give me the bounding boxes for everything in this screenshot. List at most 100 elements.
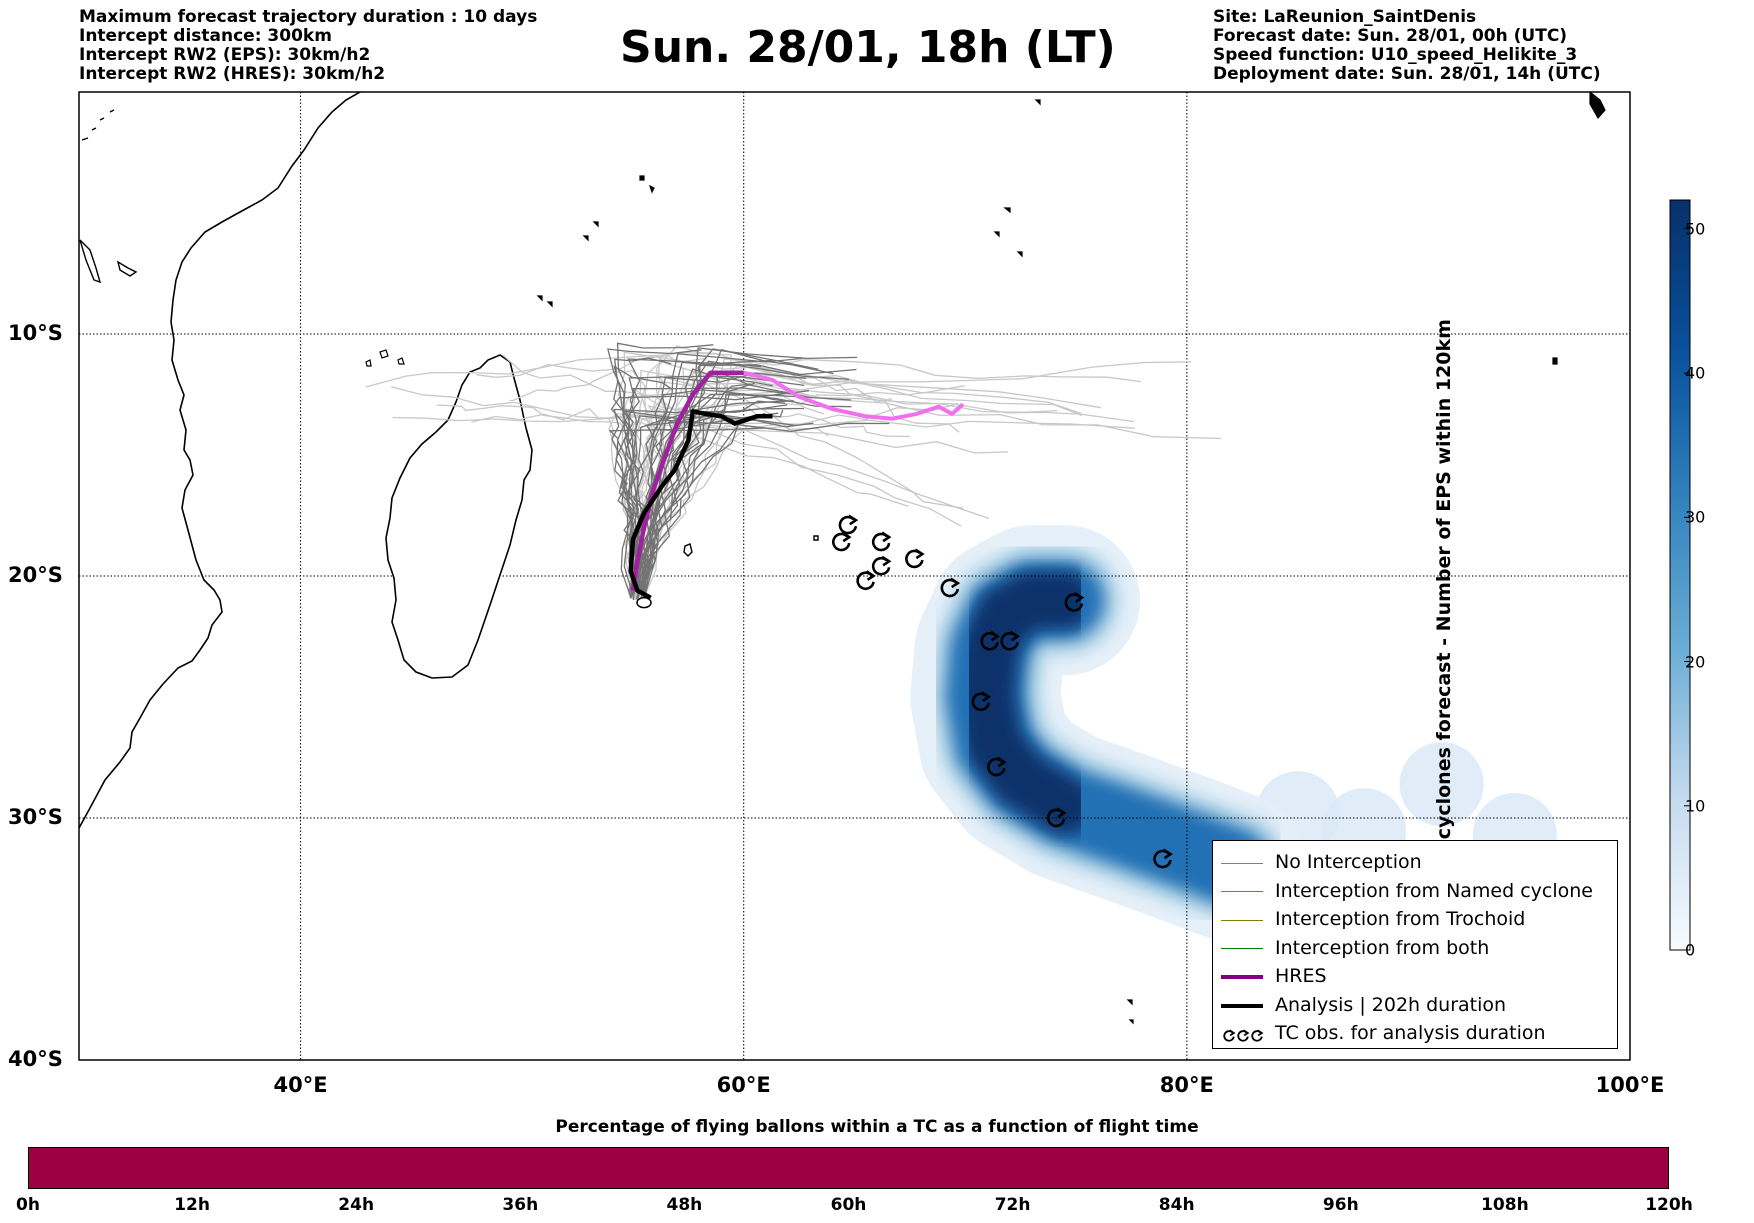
tc-obs-hook <box>841 531 852 543</box>
tc-obs-arc <box>1064 593 1084 612</box>
eps-trajectory-dark <box>631 383 751 595</box>
tc-obs-arc <box>1000 631 1019 651</box>
tc-percentage-fill <box>29 1148 1668 1188</box>
header-left-line: Intercept RW2 (HRES): 30km/h2 <box>79 64 386 84</box>
tc-obs-hook <box>881 531 892 543</box>
legend-swatch <box>1221 975 1263 979</box>
legend-item: TC obs. for analysis duration <box>1213 1020 1617 1048</box>
eps-trajectory-light <box>436 404 637 599</box>
legend-item: Interception from Named cyclone <box>1213 878 1617 906</box>
tc-obs-symbol <box>1251 1029 1264 1042</box>
legend-item: Analysis | 202h duration <box>1213 992 1617 1020</box>
africa-coastline <box>79 92 361 829</box>
tc-obs-hook <box>1009 630 1020 642</box>
tc-obs-arc <box>856 571 875 591</box>
longitude-tick-label: 100°E <box>1595 1073 1665 1097</box>
header-left-line: Intercept distance: 300km <box>79 26 332 46</box>
tc-obs-hook <box>950 577 961 589</box>
eps-trajectory-dark <box>632 391 795 596</box>
tc-obs-arc <box>987 757 1006 777</box>
tc-obs-arc <box>832 532 851 552</box>
latitude-tick-label: 20°S <box>8 563 63 587</box>
tc-observations <box>832 514 1173 869</box>
legend-label: HRES <box>1275 965 1327 987</box>
eps-trajectory-dark <box>643 394 852 592</box>
flight-time-tick: 120h <box>1645 1195 1693 1215</box>
progress-title: Percentage of flying ballons within a TC… <box>555 1117 1199 1137</box>
tc-obs-hook <box>1229 1029 1236 1037</box>
legend-swatch <box>1221 891 1263 892</box>
density-band-core <box>956 571 1094 835</box>
tc-obs-hook <box>848 514 859 526</box>
legend-label: Interception from Named cyclone <box>1275 879 1593 902</box>
tc-obs-arc <box>871 532 891 552</box>
tc-obs-hook <box>1056 807 1067 819</box>
map-border <box>78 91 1631 1061</box>
legend-swatch <box>1221 948 1263 949</box>
colorbar-tick-label: 50 <box>1685 219 1706 239</box>
tc-obs-symbol <box>1237 1029 1250 1042</box>
tc-obs-hook <box>881 555 892 567</box>
tc-obs-hook <box>1162 848 1173 860</box>
longitude-tick-label: 40°E <box>273 1073 328 1097</box>
legend-swatch <box>1221 862 1263 864</box>
tc-obs-symbol <box>1153 848 1173 869</box>
tc-obs-symbol <box>1000 630 1020 651</box>
flight-time-tick: 84h <box>1158 1195 1195 1215</box>
analysis-trajectory <box>628 409 773 600</box>
longitude-tick-label: 80°E <box>1159 1073 1214 1097</box>
tc-obs-symbol <box>871 555 892 576</box>
legend-label: Interception from both <box>1275 936 1490 959</box>
header-right-line: Deployment date: Sun. 28/01, 14h (UTC) <box>1213 64 1601 84</box>
colorbar-tick-label: 30 <box>1685 507 1706 527</box>
madagascar-coastline <box>385 354 533 679</box>
eps-trajectory-dark <box>633 414 720 593</box>
legend-label: TC obs. for analysis duration <box>1275 1022 1546 1044</box>
map-legend: No Interception Interception from Named c… <box>1212 840 1618 1049</box>
eps-trajectory-dark <box>624 387 795 594</box>
flight-time-tick: 72h <box>994 1195 1031 1215</box>
colorbar <box>1669 199 1691 951</box>
legend-item: Interception from both <box>1213 935 1617 963</box>
africa-coast-islands <box>79 109 138 284</box>
coastlines <box>79 92 1606 1025</box>
header-left-info: Maximum forecast trajectory duration : 1… <box>79 8 537 84</box>
colorbar-tick-label: 0 <box>1685 940 1696 960</box>
eps-trajectory-dark <box>632 422 890 597</box>
tc-obs-arc <box>1153 849 1172 869</box>
tc-obs-hook <box>1074 592 1085 603</box>
colorbar-ticks <box>1684 228 1690 951</box>
flight-time-tick: 108h <box>1481 1195 1529 1215</box>
legend-swatch <box>1221 919 1263 921</box>
tc-obs-arc <box>905 549 924 569</box>
header-left-line: Intercept RW2 (EPS): 30km/h2 <box>79 45 371 65</box>
reunion-outline <box>636 596 652 609</box>
tc-obs-symbol <box>871 531 892 552</box>
longitude-tick-label: 60°E <box>716 1073 771 1097</box>
legend-tc-symbol <box>1223 1029 1264 1042</box>
tc-obs-hook <box>1257 1029 1264 1037</box>
tc-obs-symbol <box>838 514 859 535</box>
legend-label: Analysis | 202h duration <box>1275 993 1507 1016</box>
eps-trajectory-dark <box>638 391 852 595</box>
flight-time-tick: 96h <box>1322 1195 1359 1215</box>
flight-time-tick: 36h <box>502 1195 539 1215</box>
flight-time-tick: 48h <box>666 1195 703 1215</box>
tc-obs-arc <box>940 578 960 598</box>
mascarene-islands <box>683 535 819 557</box>
tc-obs-hook <box>1243 1029 1250 1037</box>
eps-trajectory-light <box>641 381 1221 600</box>
colorbar-label: Named cyclones forecast - Number of EPS … <box>1433 319 1456 921</box>
tc-obs-arc <box>980 631 999 651</box>
tc-obs-symbol <box>832 531 852 552</box>
tc-obs-hook <box>996 756 1007 768</box>
tc-obs-arc <box>1046 808 1066 828</box>
tc-obs-symbol <box>1223 1029 1236 1042</box>
map-gridlines <box>79 92 1630 1060</box>
tc-obs-symbol <box>940 577 961 598</box>
flight-time-tick: 24h <box>338 1195 375 1215</box>
eps-trajectory-dark <box>623 410 797 591</box>
latitude-tick-label: 30°S <box>8 805 63 829</box>
legend-item: Interception from Trochoid <box>1213 906 1617 934</box>
eps-trajectory-light <box>365 351 732 595</box>
